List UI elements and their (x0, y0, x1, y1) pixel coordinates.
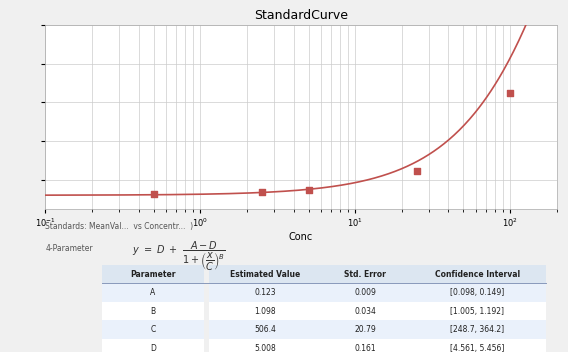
Text: D: D (150, 344, 156, 352)
Bar (321, 339, 408, 352)
Text: B: B (150, 307, 156, 316)
Bar (408, 302, 546, 320)
Bar (209, 339, 321, 352)
Bar (209, 320, 321, 339)
Text: $y\ =\ D\ +\ \dfrac{A - D}{1 + \left(\dfrac{x}{C}\right)^{B}}$: $y\ =\ D\ +\ \dfrac{A - D}{1 + \left(\df… (132, 240, 226, 273)
Text: C: C (150, 325, 156, 334)
Text: [4.561, 5.456]: [4.561, 5.456] (450, 344, 504, 352)
Text: 4-Parameter: 4-Parameter (45, 244, 93, 253)
Bar (102, 283, 204, 302)
Text: Confidence Interval: Confidence Interval (435, 270, 520, 279)
Text: Parameter: Parameter (130, 270, 176, 279)
Text: 1.098: 1.098 (254, 307, 276, 316)
Bar (209, 283, 321, 302)
Point (257, 189, 266, 195)
Bar (321, 302, 408, 320)
Text: 0.161: 0.161 (354, 344, 376, 352)
Text: 0.123: 0.123 (254, 288, 276, 297)
Text: 0.034: 0.034 (354, 307, 376, 316)
Point (506, 90, 515, 95)
Point (149, 191, 158, 197)
Bar (209, 265, 321, 283)
Text: Std. Error: Std. Error (344, 270, 386, 279)
X-axis label: Conc: Conc (289, 232, 313, 241)
Text: Estimated Value: Estimated Value (230, 270, 300, 279)
Title: StandardCurve: StandardCurve (254, 9, 348, 22)
Bar (102, 339, 204, 352)
Bar (102, 265, 204, 283)
Text: 5.008: 5.008 (254, 344, 276, 352)
Text: [1.005, 1.192]: [1.005, 1.192] (450, 307, 504, 316)
Point (412, 168, 421, 173)
Text: 506.4: 506.4 (254, 325, 276, 334)
Bar (321, 320, 408, 339)
Bar (209, 302, 321, 320)
Bar (321, 283, 408, 302)
Text: Standards: MeanVal...  vs Concentr...  ): Standards: MeanVal... vs Concentr... ) (45, 222, 194, 231)
Text: [0.098, 0.149]: [0.098, 0.149] (450, 288, 504, 297)
Bar (408, 283, 546, 302)
Text: 0.009: 0.009 (354, 288, 376, 297)
Bar (102, 302, 204, 320)
Text: 20.79: 20.79 (354, 325, 376, 334)
Text: A: A (150, 288, 156, 297)
Bar (321, 265, 408, 283)
Bar (408, 265, 546, 283)
Point (304, 187, 313, 193)
Bar (102, 320, 204, 339)
Text: [248.7, 364.2]: [248.7, 364.2] (450, 325, 504, 334)
Bar (408, 339, 546, 352)
Bar (408, 320, 546, 339)
